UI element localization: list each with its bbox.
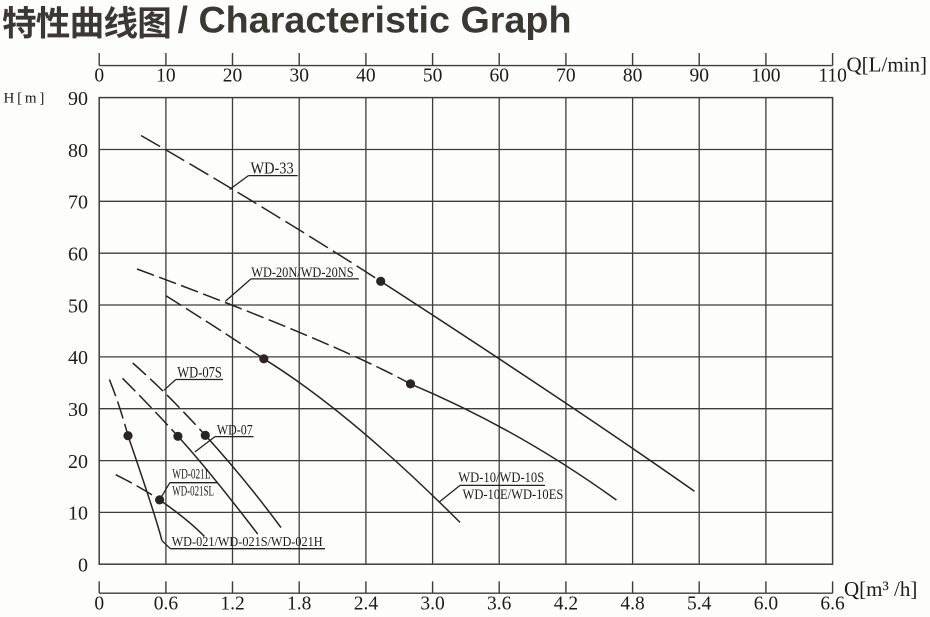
- svg-text:50: 50: [68, 295, 88, 317]
- svg-text:Q[L/min]: Q[L/min]: [847, 53, 927, 77]
- svg-text:6.0: 6.0: [754, 594, 778, 615]
- svg-text:WD-021L: WD-021L: [172, 466, 210, 482]
- svg-text:70: 70: [556, 66, 576, 87]
- svg-text:WD-10/WD-10S: WD-10/WD-10S: [458, 470, 544, 486]
- svg-text:5.4: 5.4: [687, 594, 712, 615]
- svg-text:40: 40: [356, 66, 376, 87]
- svg-text:110: 110: [818, 66, 847, 87]
- svg-text:70: 70: [68, 192, 88, 214]
- svg-text:4.8: 4.8: [620, 594, 644, 615]
- svg-text:WD-10E/WD-10ES: WD-10E/WD-10ES: [463, 487, 564, 503]
- svg-text:20: 20: [68, 451, 88, 473]
- svg-text:3.0: 3.0: [420, 594, 444, 615]
- svg-text:100: 100: [751, 66, 780, 87]
- svg-text:H[m]: H[m]: [4, 91, 48, 107]
- svg-text:WD-07: WD-07: [217, 422, 253, 438]
- svg-text:80: 80: [623, 66, 643, 87]
- svg-text:WD-021SL: WD-021SL: [172, 484, 214, 500]
- svg-text:60: 60: [489, 66, 509, 87]
- svg-text:30: 30: [289, 66, 309, 87]
- svg-text:6.6: 6.6: [820, 594, 845, 615]
- svg-text:10: 10: [68, 503, 88, 525]
- svg-text:Q[m³ /h]: Q[m³ /h]: [844, 577, 917, 601]
- svg-text:90: 90: [689, 66, 709, 87]
- svg-text:10: 10: [156, 66, 176, 87]
- svg-text:/ Characteristic Graph: / Characteristic Graph: [178, 0, 572, 40]
- svg-text:WD-20N/WD-20NS: WD-20N/WD-20NS: [251, 265, 353, 281]
- svg-text:2.4: 2.4: [354, 594, 379, 615]
- svg-text:40: 40: [68, 347, 88, 369]
- svg-text:90: 90: [68, 88, 88, 110]
- svg-text:0.6: 0.6: [154, 594, 179, 615]
- svg-text:80: 80: [68, 140, 88, 162]
- svg-text:1.2: 1.2: [220, 594, 244, 615]
- svg-text:30: 30: [68, 399, 88, 421]
- svg-text:0: 0: [94, 66, 104, 87]
- svg-text:3.6: 3.6: [487, 594, 512, 615]
- svg-text:0: 0: [78, 555, 88, 577]
- svg-text:0: 0: [94, 594, 104, 615]
- svg-text:20: 20: [223, 66, 243, 87]
- svg-text:60: 60: [68, 244, 88, 266]
- svg-text:WD-021/WD-021S/WD-021H: WD-021/WD-021S/WD-021H: [172, 535, 323, 550]
- svg-text:1.8: 1.8: [287, 594, 311, 615]
- svg-text:4.2: 4.2: [554, 594, 578, 615]
- svg-text:50: 50: [423, 66, 443, 87]
- svg-text:WD-33: WD-33: [251, 159, 294, 178]
- svg-text:WD-07S: WD-07S: [177, 364, 222, 381]
